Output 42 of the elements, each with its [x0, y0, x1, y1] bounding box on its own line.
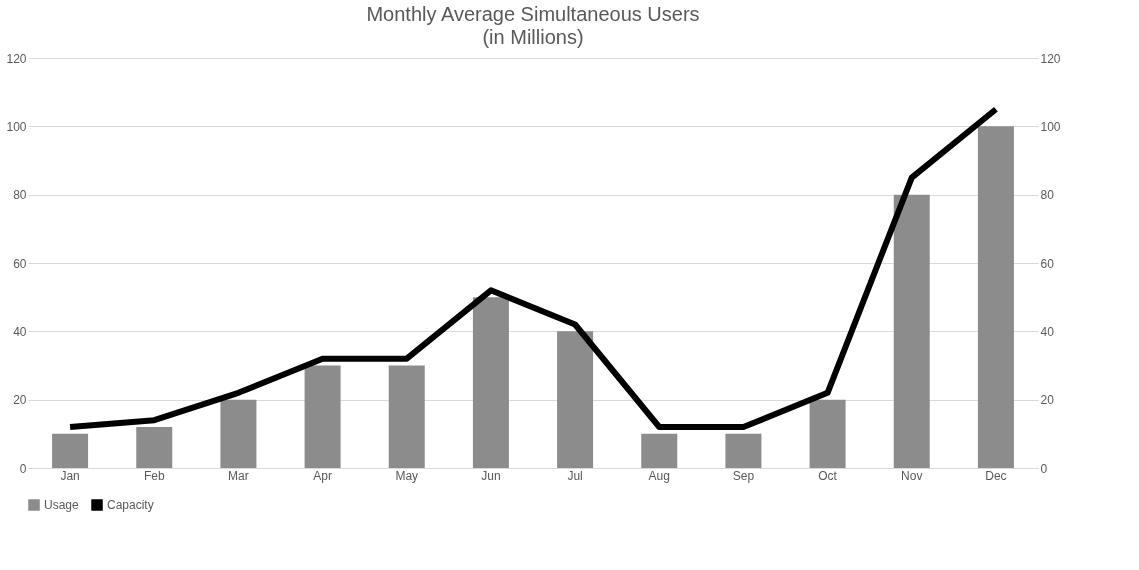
y2-tick-label: 80	[1040, 188, 1055, 203]
y2-tick-label: 60	[1040, 256, 1055, 271]
x-tick-label: Sep	[732, 468, 755, 483]
x-tick-label: Feb	[143, 468, 165, 483]
chart-subtitle: (in Millions)	[482, 26, 584, 48]
y2-tick-label: 0	[1040, 461, 1048, 476]
y2-tick-label: 40	[1040, 324, 1055, 339]
x-tick-label: Jun	[481, 468, 501, 483]
x-tick-label: Dec	[985, 468, 1007, 483]
x-tick-label: Mar	[228, 468, 249, 483]
bar	[220, 399, 257, 468]
bar	[388, 365, 425, 468]
chart-title: Monthly Average Simultaneous Users	[366, 3, 700, 25]
x-tick-label: May	[395, 468, 419, 483]
x-tick-label: Oct	[818, 468, 838, 483]
bar	[809, 399, 846, 468]
y-tick-label: 60	[13, 256, 27, 271]
x-tick-label: Jul	[567, 468, 583, 483]
y-tick-label: 40	[13, 324, 27, 339]
x-tick-label: Apr	[313, 468, 332, 483]
x-tick-label: Jan	[60, 468, 80, 483]
x-tick-label: Nov	[901, 468, 923, 483]
bar	[725, 433, 762, 468]
legend-label: Capacity	[107, 498, 154, 512]
y-tick-label: 100	[6, 119, 27, 134]
bar	[641, 433, 678, 468]
y2-tick-label: 100	[1040, 119, 1061, 134]
y-tick-label: 120	[6, 51, 27, 66]
bar	[977, 126, 1014, 468]
y2-tick-label: 120	[1040, 51, 1061, 66]
x-tick-label: Aug	[648, 468, 670, 483]
y-tick-label: 0	[19, 461, 27, 476]
bar	[472, 297, 509, 468]
bar	[136, 427, 173, 468]
bar	[304, 365, 341, 468]
legend-label: Usage	[44, 498, 80, 512]
bar	[893, 194, 930, 468]
y-tick-label: 80	[13, 188, 27, 203]
bar	[52, 433, 89, 468]
y-tick-label: 20	[13, 393, 27, 408]
bar	[557, 331, 594, 468]
y2-tick-label: 20	[1040, 393, 1055, 408]
